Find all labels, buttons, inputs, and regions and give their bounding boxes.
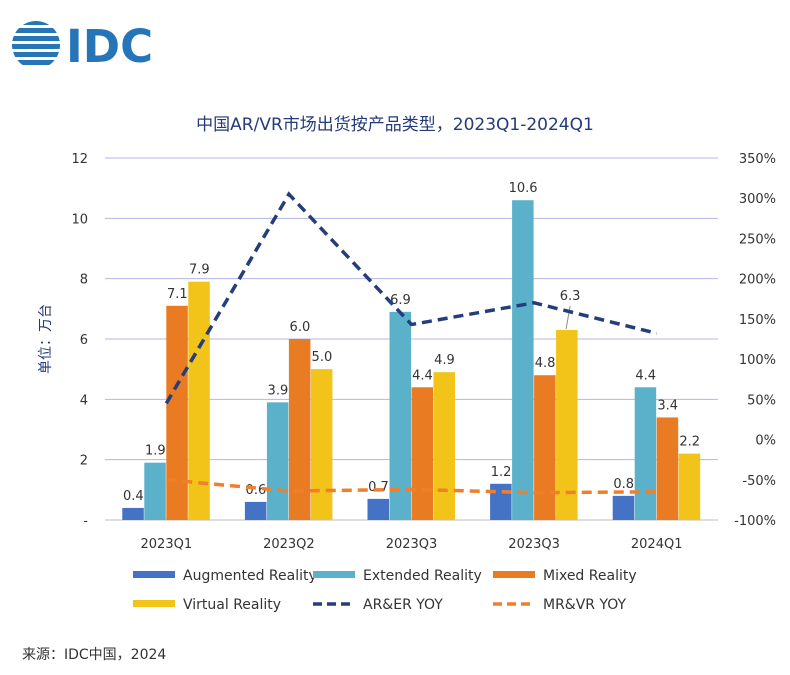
idc-logo: IDC <box>12 20 153 73</box>
y-tick-label: 6 <box>80 333 88 348</box>
data-label: 10.6 <box>509 181 538 196</box>
logo-text: IDC <box>66 20 153 73</box>
x-tick-label: 2023Q2 <box>263 537 315 552</box>
chart: - 2 4 6 8 10 12 -100% -50% 0% 50% 100% 150% 200% 250% 3… <box>38 152 776 613</box>
legend-label: Extended Reality <box>363 568 482 584</box>
legend-swatch <box>133 600 175 607</box>
y2-tick-label: -50% <box>742 474 776 489</box>
bar <box>556 329 578 520</box>
bar <box>490 483 512 520</box>
legend-label: MR&VR YOY <box>543 597 627 613</box>
data-label: 6.3 <box>560 289 581 304</box>
source-note: 来源：IDC中国，2024 <box>22 647 167 663</box>
data-label: 6.0 <box>290 320 311 335</box>
y2-tick-label: 300% <box>739 192 776 207</box>
bar <box>678 453 701 520</box>
bar <box>389 311 411 520</box>
series-line <box>164 191 658 405</box>
bar <box>411 387 433 520</box>
data-label: 1.2 <box>491 465 512 480</box>
data-label: 4.8 <box>535 356 556 371</box>
y-axis-title: 单位：万台 <box>38 304 54 374</box>
y-tick-label: 4 <box>80 393 88 408</box>
bar <box>244 501 267 520</box>
y2-tick-label: 350% <box>739 152 776 167</box>
y-tick-label: 8 <box>80 273 88 288</box>
series-line <box>166 478 657 495</box>
bar <box>534 375 556 520</box>
legend-label: Virtual Reality <box>183 597 281 613</box>
data-label: 0.7 <box>368 480 389 495</box>
y2-tick-label: 0% <box>755 434 776 449</box>
bar <box>612 495 635 520</box>
bar <box>433 372 455 520</box>
bar <box>512 200 534 520</box>
bar <box>144 462 166 520</box>
data-label: 2.2 <box>679 435 700 450</box>
data-label: 4.9 <box>434 353 455 368</box>
data-label: 4.4 <box>635 368 656 383</box>
data-label: 1.9 <box>145 444 166 459</box>
data-label: 7.9 <box>189 263 210 278</box>
bar <box>634 387 657 520</box>
label-leader-line <box>565 305 571 330</box>
bar <box>288 339 311 520</box>
x-tick-label: 2023Q1 <box>141 537 193 552</box>
globe-icon <box>12 21 60 65</box>
y-tick-label: 10 <box>71 212 88 227</box>
legend-swatch <box>133 571 175 578</box>
legend-swatch <box>493 571 535 578</box>
data-label: 4.4 <box>412 368 433 383</box>
y2-tick-label: 200% <box>739 273 776 288</box>
y2-tick-label: 50% <box>747 393 776 408</box>
legend-label: AR&ER YOY <box>363 597 443 613</box>
y2-tick-label: 150% <box>739 313 776 328</box>
data-label: 3.9 <box>268 383 289 398</box>
y2-tick-label: -100% <box>734 514 776 529</box>
data-label: 0.8 <box>613 477 634 492</box>
legend-label: Mixed Reality <box>543 568 637 584</box>
legend-label: Augmented Reality <box>183 568 317 584</box>
x-tick-label: 2023Q3 <box>386 537 438 552</box>
x-tick-label: 2023Q3 <box>508 537 560 552</box>
data-label: 5.0 <box>312 350 333 365</box>
bar <box>266 402 289 520</box>
legend-swatch <box>313 571 355 578</box>
chart-title: 中国AR/VR市场出货按产品类型，2023Q1-2024Q1 <box>196 115 594 135</box>
x-tick-label: 2024Q1 <box>631 537 683 552</box>
y2-tick-label: 250% <box>739 232 776 247</box>
y-tick-label: - <box>83 514 88 529</box>
bar <box>166 305 188 520</box>
y-tick-label: 2 <box>80 454 88 469</box>
y2-tick-label: 100% <box>739 353 776 368</box>
data-label: 3.4 <box>657 398 678 413</box>
bar <box>656 417 679 520</box>
data-label: 6.9 <box>390 293 411 308</box>
bar <box>367 498 389 520</box>
bar <box>122 507 144 520</box>
bar <box>310 369 333 520</box>
data-label: 0.4 <box>123 489 144 504</box>
y-tick-label: 12 <box>71 152 88 167</box>
data-label: 7.1 <box>167 287 188 302</box>
